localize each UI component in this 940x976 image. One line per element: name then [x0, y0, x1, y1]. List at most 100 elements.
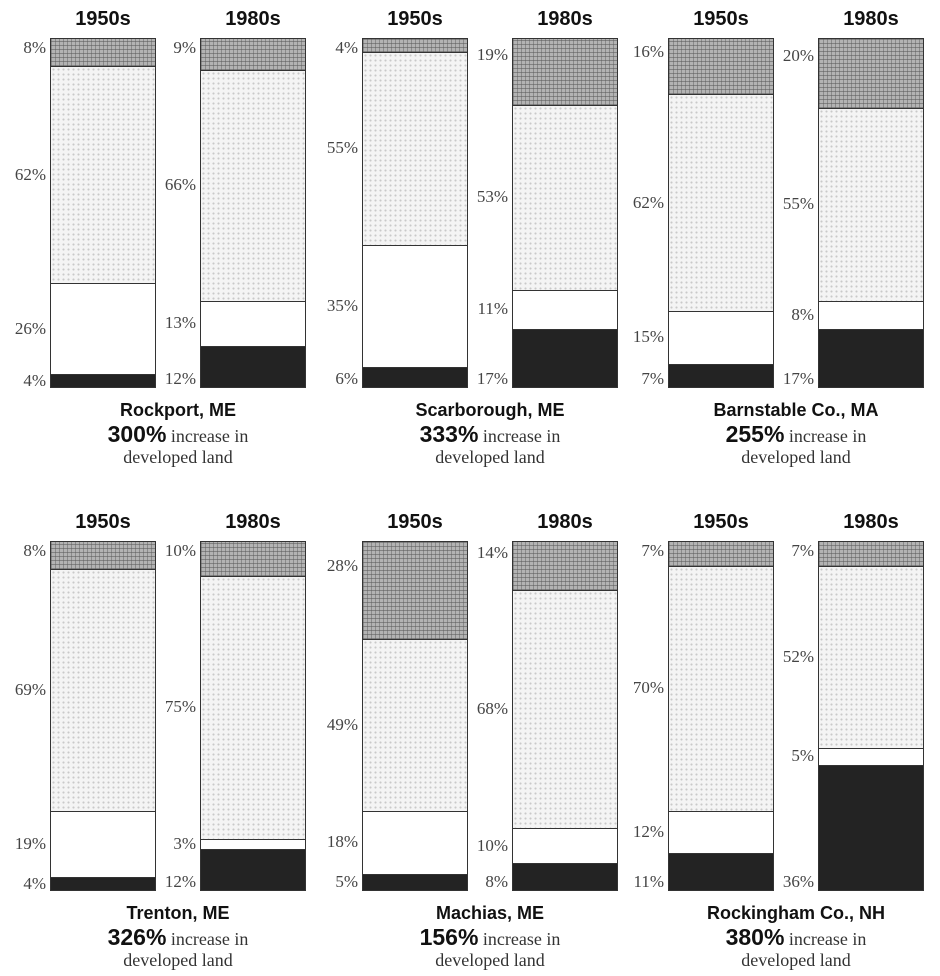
- percent-label: 68%: [476, 699, 508, 718]
- stacked-bar: [200, 541, 306, 891]
- increase-line: 326% increase in: [28, 924, 328, 950]
- period-label: 1980s: [225, 8, 281, 30]
- place-name: Rockingham Co., NH: [706, 903, 885, 923]
- increase-text: increase in: [482, 425, 561, 446]
- agricultural-segment: [513, 829, 617, 864]
- forest-segment: [669, 95, 773, 312]
- stacked-bar: [200, 38, 306, 388]
- developed-segment: [51, 878, 155, 890]
- percent-label: 8%: [791, 304, 814, 324]
- percent-label: 4%: [335, 38, 358, 57]
- increase-text-2: developed land: [435, 950, 545, 971]
- percent-label: 16%: [632, 42, 664, 61]
- period-label: 1950s: [75, 511, 131, 533]
- percent-label: 12%: [164, 369, 196, 388]
- increase-value: 156%: [419, 923, 479, 950]
- percent-label: 53%: [476, 187, 508, 207]
- developed-segment: [51, 375, 155, 387]
- increase-text: increase in: [482, 928, 561, 949]
- increase-line: 333% increase in: [340, 421, 640, 447]
- developed-segment: [513, 329, 617, 387]
- developed-segment: [201, 347, 305, 387]
- wetland-segment: [201, 542, 305, 577]
- percent-label: 28%: [326, 555, 358, 575]
- percent-label: 49%: [326, 714, 358, 734]
- percent-label: 5%: [791, 746, 814, 766]
- chart-caption: Trenton, ME 326% increase in developed lan…: [28, 903, 328, 971]
- agricultural-segment: [669, 312, 773, 365]
- forest-segment: [363, 640, 467, 812]
- increase-value: 300%: [107, 420, 167, 447]
- increase-text: increase in: [170, 425, 249, 446]
- percent-label: 14%: [476, 543, 508, 563]
- increase-value: 333%: [419, 420, 479, 447]
- percent-label: 7%: [791, 541, 814, 560]
- percent-label: 8%: [23, 541, 46, 560]
- increase-line: 300% increase in: [28, 421, 328, 447]
- place-name: Rockport, ME: [119, 400, 236, 420]
- percent-label: 7%: [641, 541, 664, 560]
- place-name: Trenton, ME: [126, 903, 230, 923]
- increase-value: 326%: [107, 923, 167, 950]
- increase-line: 380% increase in: [646, 924, 940, 950]
- increase-text: increase in: [788, 425, 867, 446]
- period-label: 1950s: [75, 8, 131, 30]
- increase-text-2: developed land: [741, 447, 851, 468]
- wetland-segment: [51, 39, 155, 67]
- percent-label: 11%: [477, 299, 508, 319]
- percent-label: 55%: [782, 194, 814, 214]
- forest-segment: [363, 53, 467, 246]
- developed-segment: [513, 864, 617, 890]
- stacked-bar: [512, 541, 618, 891]
- wetland-segment: [51, 542, 155, 570]
- percent-label: 4%: [23, 874, 46, 893]
- increase-text: increase in: [788, 928, 867, 949]
- wetland-segment: [513, 39, 617, 106]
- percent-label: 19%: [476, 44, 508, 64]
- increase-value: 255%: [725, 420, 785, 447]
- percent-label: 8%: [23, 38, 46, 57]
- forest-segment: [669, 566, 773, 812]
- chart-caption: Barnstable Co., MA 255% increase in develo…: [646, 400, 940, 468]
- percent-label: 9%: [173, 38, 196, 57]
- developed-segment: [363, 874, 467, 890]
- increase-text: increase in: [170, 928, 249, 949]
- percent-label: 6%: [335, 369, 358, 388]
- wetland-segment: [513, 542, 617, 591]
- agricultural-segment: [363, 245, 467, 368]
- stacked-bar: [50, 541, 156, 891]
- stacked-bar: [50, 38, 156, 388]
- chart-caption: Rockingham Co., NH 380% increase in develo…: [646, 903, 940, 971]
- chart-caption: Rockport, ME 300% increase in developed la…: [28, 400, 328, 468]
- percent-label: 3%: [173, 833, 196, 853]
- percent-label: 4%: [23, 371, 46, 390]
- forest-segment: [819, 566, 923, 749]
- increase-text-2: developed land: [123, 447, 233, 468]
- wetland-segment: [363, 39, 467, 53]
- agricultural-segment: [201, 301, 305, 347]
- increase-text-2: developed land: [435, 447, 545, 468]
- percent-label: 55%: [326, 138, 358, 158]
- developed-segment: [669, 364, 773, 387]
- wetland-segment: [201, 39, 305, 71]
- stacked-bar: [668, 541, 774, 891]
- forest-segment: [513, 591, 617, 829]
- percent-label: 35%: [326, 295, 358, 315]
- period-label: 1980s: [537, 511, 593, 533]
- percent-label: 66%: [164, 175, 196, 194]
- forest-segment: [513, 105, 617, 291]
- percent-label: 13%: [164, 313, 196, 333]
- agricultural-segment: [363, 811, 467, 875]
- agricultural-segment: [819, 748, 923, 766]
- developed-segment: [669, 853, 773, 890]
- percent-label: 15%: [632, 327, 664, 347]
- agricultural-segment: [513, 291, 617, 330]
- developed-segment: [819, 766, 923, 890]
- forest-segment: [201, 577, 305, 840]
- percent-label: 75%: [164, 697, 196, 717]
- wetland-segment: [669, 542, 773, 567]
- percent-label: 17%: [782, 369, 814, 388]
- agricultural-segment: [819, 301, 923, 330]
- agricultural-segment: [51, 284, 155, 375]
